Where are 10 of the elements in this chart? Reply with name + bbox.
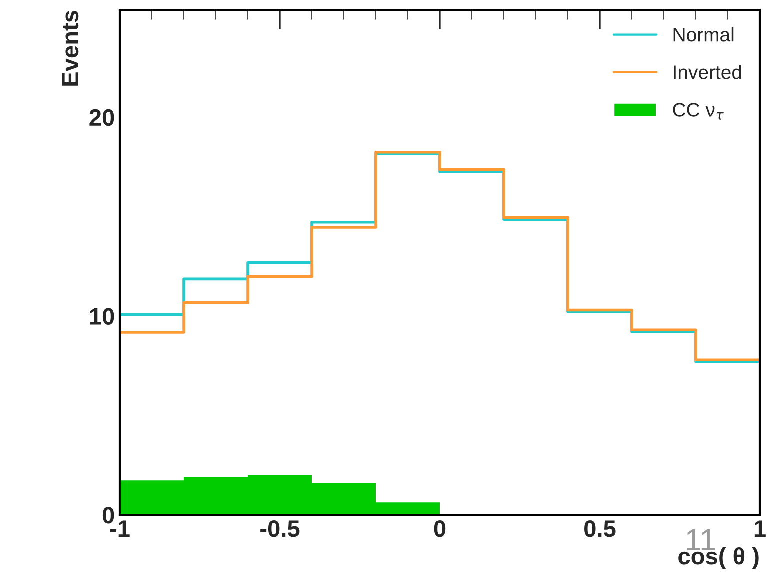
legend-label: CC ν$_{τ}$	[673, 103, 724, 120]
x-tick-label: -0.5	[260, 520, 300, 538]
y-tick-label: 20	[90, 109, 114, 126]
y-axis-title: Events	[62, 10, 79, 86]
legend-label: Inverted	[674, 65, 742, 80]
legend-label: Normal	[674, 28, 734, 42]
y-tick-label: 10	[90, 308, 114, 325]
x-tick-label: 0	[434, 520, 446, 538]
x-tick-label: 1	[754, 520, 766, 537]
x-tick-label: 0.5	[584, 520, 616, 538]
